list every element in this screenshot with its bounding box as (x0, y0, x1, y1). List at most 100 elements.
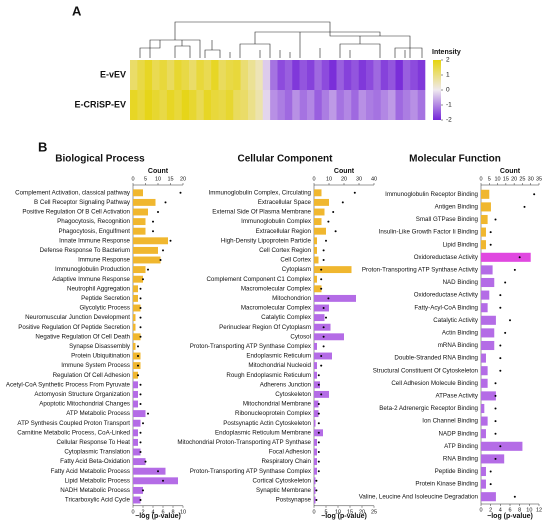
heatmap-cell (284, 60, 293, 90)
heatmap-cell (159, 60, 168, 90)
heatmap-cell (402, 90, 411, 120)
p-value-dot (325, 316, 327, 319)
bar (481, 303, 488, 313)
category-label: Cortical Cytoskeleton (253, 477, 312, 484)
p-value-dot (137, 345, 139, 348)
bottom-tick-label: 8 (171, 509, 174, 515)
heatmap-cell (299, 60, 308, 90)
bar (133, 285, 138, 293)
p-value-dot (533, 193, 536, 196)
p-value-dot (152, 220, 154, 223)
p-value-dot (320, 287, 323, 290)
heatmap-cell (144, 60, 153, 90)
category-label: Immunoglobulin Complex, Circulating (209, 189, 312, 196)
heatmap-cell (417, 90, 426, 120)
heatmap-cell (358, 60, 367, 90)
heatmap-cell (277, 90, 286, 120)
heatmap-cell (402, 60, 411, 90)
bar (314, 410, 319, 418)
bar (481, 328, 495, 338)
heatmap-cell (196, 90, 205, 120)
p-value-dot (317, 403, 320, 405)
p-value-dot (332, 211, 335, 213)
top-tick-label: 0 (479, 176, 482, 182)
bar (314, 448, 317, 456)
p-value-dot (322, 326, 325, 329)
heatmap-cell (388, 60, 396, 90)
category-label: Apoptotic Mitochondrial Changes (39, 401, 130, 408)
p-value-dot (317, 374, 320, 377)
p-value-dot (139, 499, 142, 501)
category-label: NADH Metabolic Process (60, 487, 130, 494)
bar (314, 237, 317, 245)
category-label: Double-Stranded RNA Binding (394, 355, 478, 362)
colorbar-tick-label: 2 (446, 57, 450, 64)
bar (481, 277, 495, 288)
bottom-tick-label: 20 (359, 509, 365, 515)
bar (133, 208, 148, 216)
category-label: B Cell Receptor Signaling Pathway (34, 199, 131, 206)
p-value-dot (144, 460, 147, 463)
bottom-tick-label: 8 (518, 507, 521, 513)
bar (314, 314, 325, 322)
heatmap-cell (373, 60, 382, 90)
heatmap-cell (366, 60, 374, 90)
bar (133, 314, 136, 322)
category-label: Innate Immune Response (59, 237, 130, 244)
heatmap-cell (255, 60, 264, 90)
p-value-dot (518, 256, 521, 259)
category-label: Cell Cortex Region (259, 247, 311, 254)
category-label: Extracellular Region (256, 228, 312, 235)
p-value-dot (327, 297, 330, 300)
top-tick-label: 15 (167, 176, 173, 182)
heatmap-cell (181, 60, 190, 90)
category-label: Immunoglobulin Receptor Binding (385, 191, 478, 198)
bottom-tick-label: 2 (489, 507, 492, 513)
category-label: Macromolecular Complex (241, 285, 312, 292)
bar (314, 438, 317, 446)
bar (314, 246, 317, 254)
heatmap-cell (248, 60, 256, 90)
heatmap-cell (233, 60, 241, 90)
category-label: Neutrophil Aggregation (67, 285, 131, 292)
category-label: Glycolytic Process (79, 305, 130, 312)
category-label: Actomyosin Structure Organization (34, 391, 130, 398)
p-value-dot (499, 369, 502, 372)
p-value-dot (334, 230, 337, 233)
category-label: Oxidoreductase Activity (414, 292, 479, 299)
category-label: Cytosol (290, 333, 311, 340)
heatmap-cell (277, 60, 286, 90)
heatmap-cell (189, 60, 197, 90)
category-label: Adaptive Immune Response (52, 276, 130, 283)
p-value-dot (157, 470, 159, 473)
bar (481, 202, 491, 212)
category-label: ATPase Activity (435, 393, 478, 400)
bar (481, 340, 495, 351)
bar (481, 466, 486, 477)
p-value-dot (137, 355, 139, 357)
bar (314, 285, 322, 293)
heatmap-cell (211, 90, 219, 120)
bar (133, 333, 141, 341)
category-label: Immune Response (78, 257, 130, 264)
category-label: Positive Regulation Of Peptide Secretion (18, 324, 130, 331)
bottom-tick-label: 6 (161, 509, 164, 515)
p-value-dot (494, 394, 497, 397)
category-label: Structural Constituent Of Cytoskeleton (373, 367, 479, 374)
p-value-dot (139, 383, 142, 386)
category-label: Proton-Transporting ATP Synthase Activit… (362, 267, 479, 274)
top-axis-label: Count (334, 168, 355, 175)
bar (133, 362, 141, 370)
category-label: Synapse Disassembly (69, 343, 131, 350)
heatmap-cell (189, 90, 197, 120)
category-label: Protein Kinase Binding (415, 481, 478, 488)
bar (133, 438, 138, 446)
heatmap-cell (144, 90, 153, 120)
bar (133, 400, 138, 408)
heatmap-cell (314, 60, 323, 90)
p-value-dot (523, 205, 526, 208)
chart-title: Biological Process (55, 154, 145, 165)
heatmap-cell (225, 60, 234, 90)
category-label: Ion Channel Binding (422, 418, 478, 425)
colorbar (433, 60, 441, 120)
